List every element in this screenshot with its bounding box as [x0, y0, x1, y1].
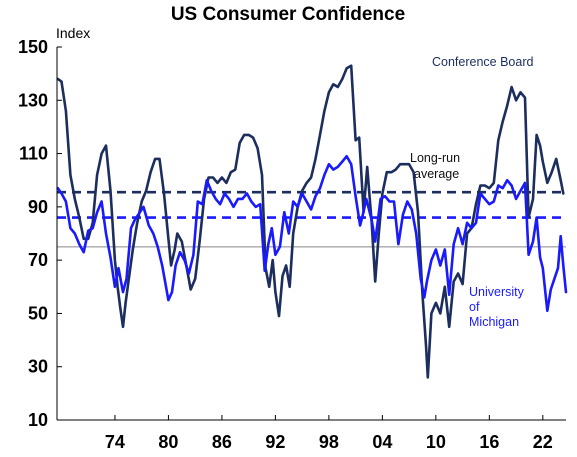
y-tick-label: 110 [19, 144, 48, 164]
x-tick-label: 92 [265, 432, 285, 452]
michigan-label-line2: of [469, 300, 480, 314]
y-tick-label: 30 [28, 357, 48, 377]
y-tick-label: 130 [18, 90, 48, 110]
series-lines [56, 64, 568, 379]
conference-board-label: Conference Board [432, 55, 534, 69]
x-tick-label: 86 [212, 432, 232, 452]
y-ticks: 150 130 110 90 70 50 30 10 [18, 37, 62, 430]
y-tick-label: 10 [28, 410, 48, 430]
y-tick-label: 50 [28, 303, 48, 323]
x-tick-label: 98 [319, 432, 339, 452]
x-tick-label: 04 [372, 432, 392, 452]
long-run-average-label-line1: Long-run [410, 151, 460, 165]
x-tick-label: 16 [479, 432, 499, 452]
x-tick-label: 80 [158, 432, 178, 452]
x-tick-label: 74 [105, 432, 125, 452]
long-run-average-lines [57, 190, 566, 219]
x-ticks: 74 80 86 92 98 04 10 16 22 [105, 415, 553, 452]
y-tick-label: 90 [28, 197, 48, 217]
y-tick-label: 150 [18, 37, 48, 57]
y-axis-unit-label: Index [56, 25, 90, 41]
michigan-line [56, 154, 568, 313]
y-tick-label: 70 [28, 250, 48, 270]
chart-title: US Consumer Confidence [171, 4, 405, 25]
long-run-average-label-line2: average [414, 167, 459, 181]
x-tick-label: 22 [533, 432, 553, 452]
michigan-label-line1: University [469, 285, 525, 299]
michigan-label-line3: Michigan [469, 315, 519, 329]
x-tick-label: 10 [426, 432, 446, 452]
